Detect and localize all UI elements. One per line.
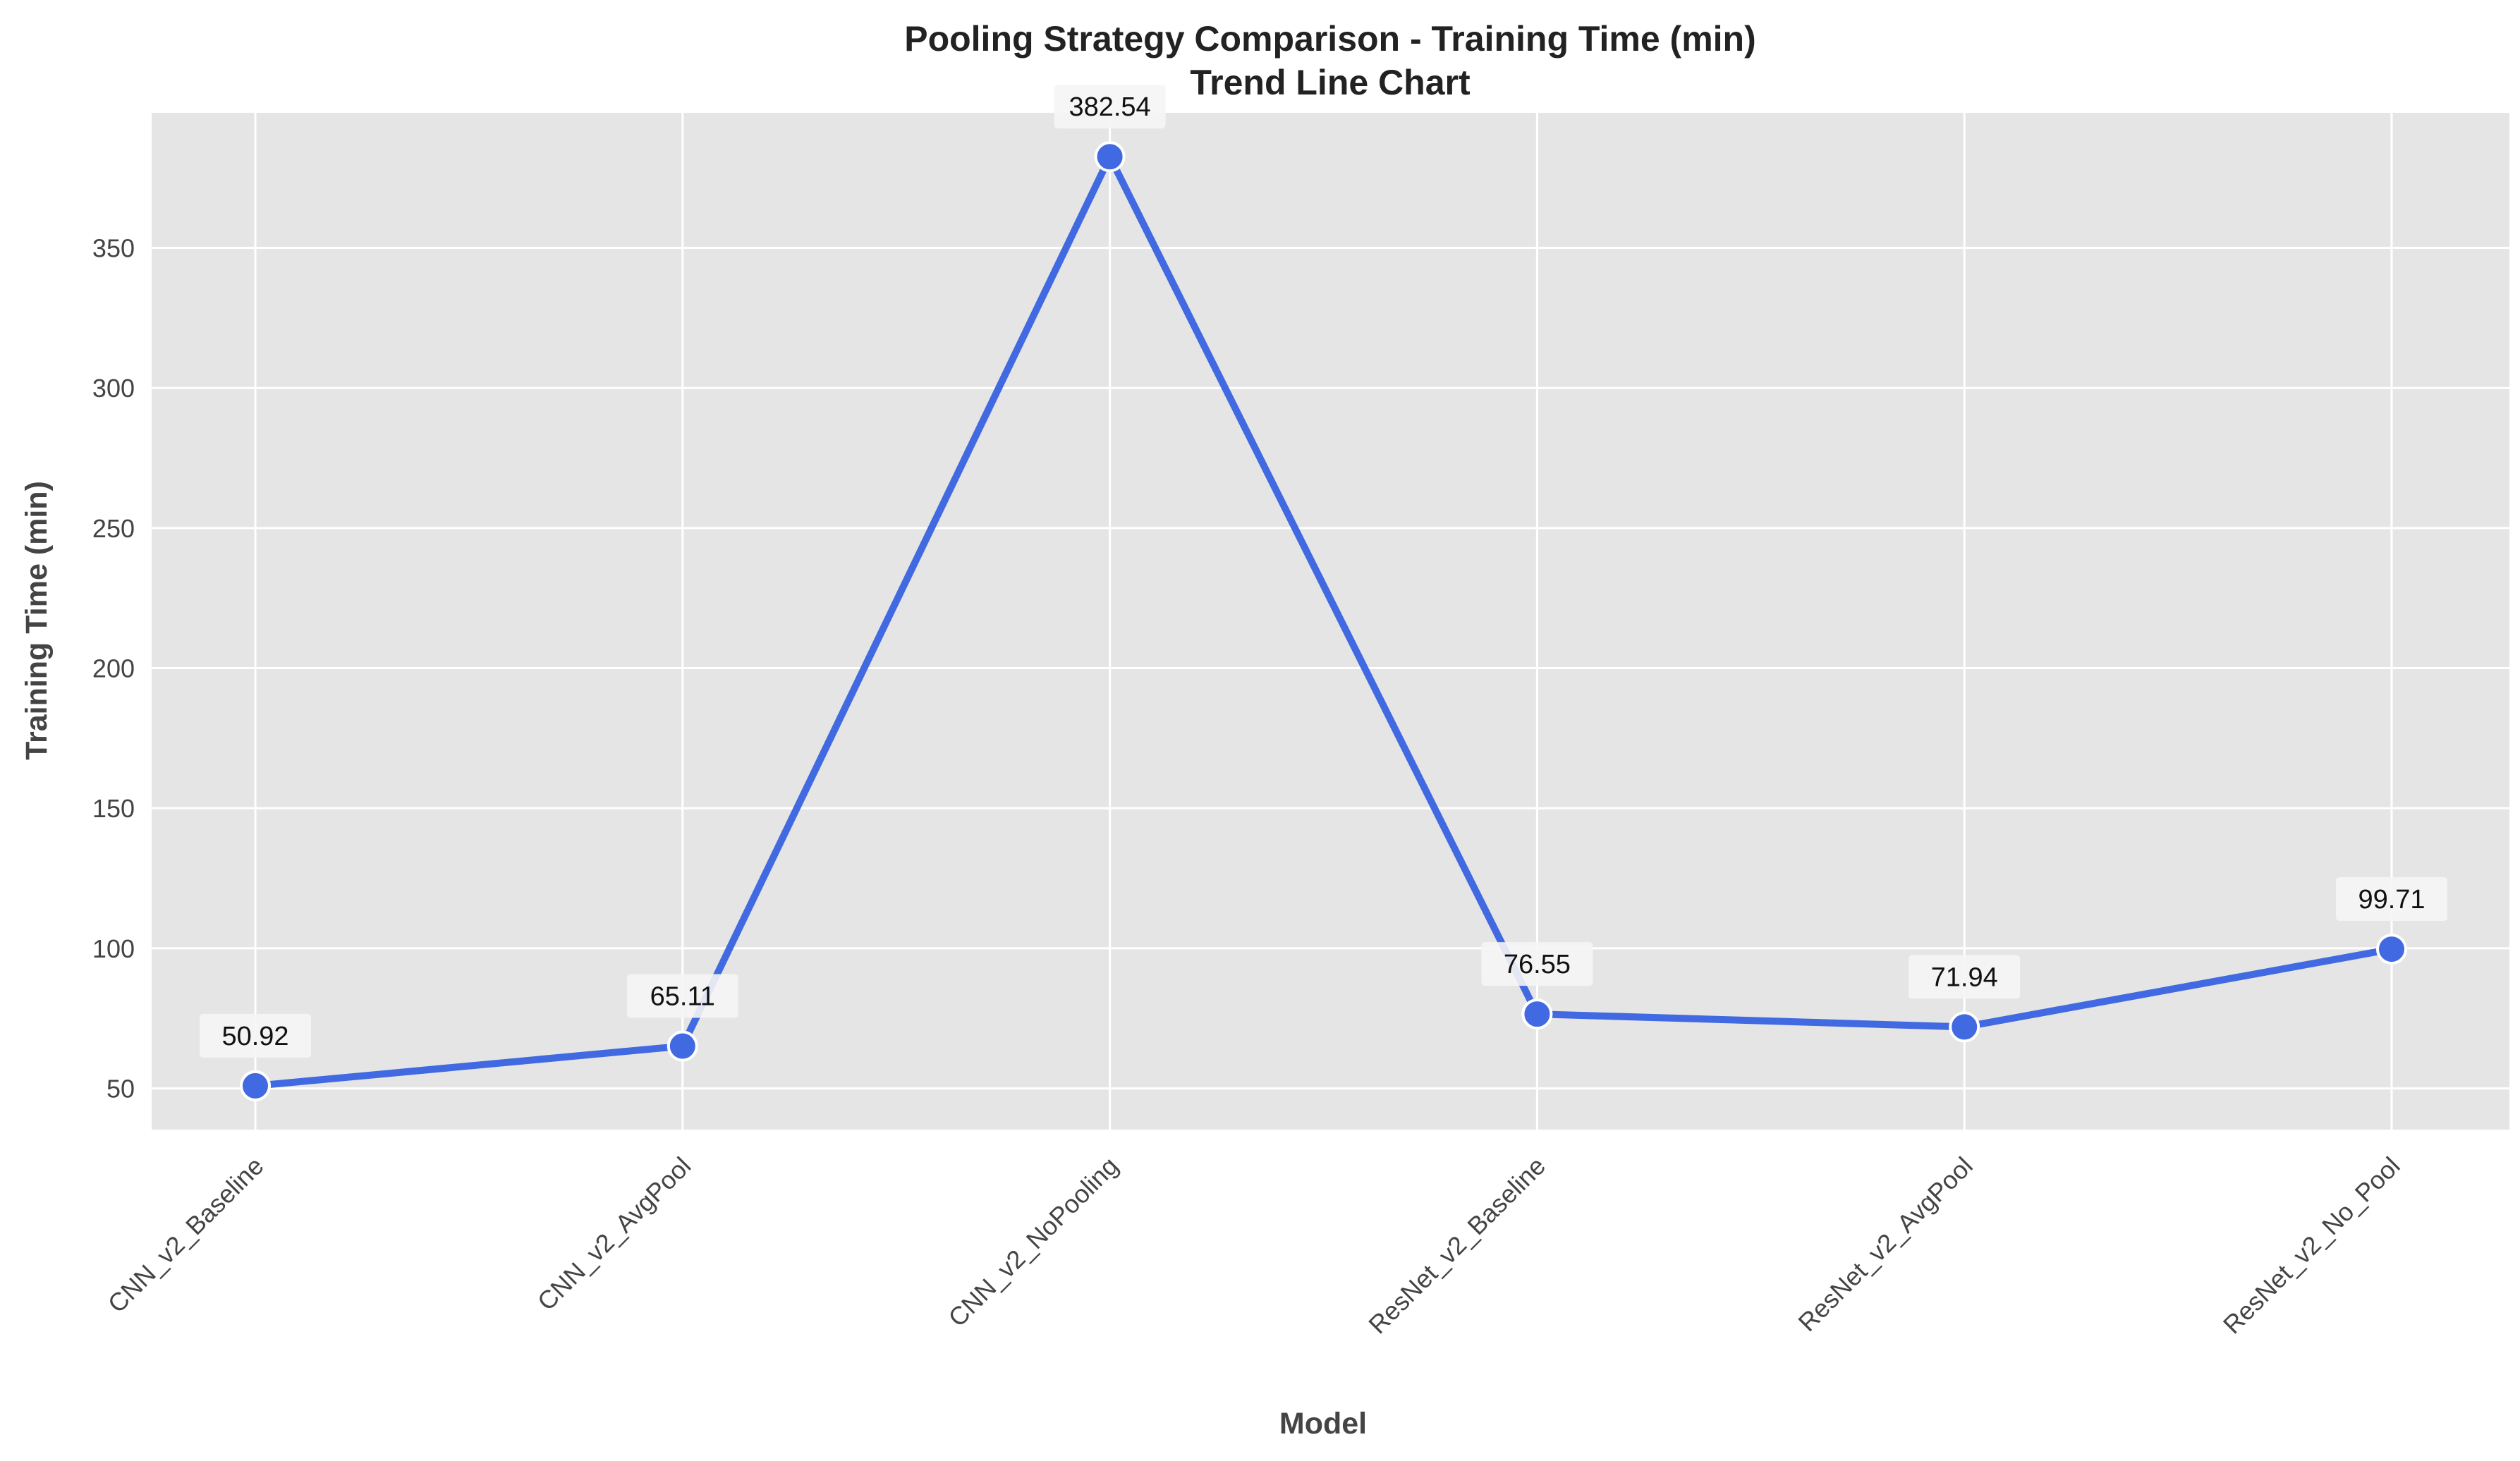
data-label: 99.71 — [2358, 885, 2425, 915]
y-tick-label: 100 — [92, 934, 135, 963]
data-label-box — [200, 1013, 311, 1058]
data-point — [2376, 934, 2407, 965]
y-axis-ticks: 50 100 150 200 250 300 350 — [92, 234, 135, 1104]
x-tick-label: CNN_v2_AvgPool — [532, 1151, 697, 1316]
data-label-box — [1054, 85, 1166, 129]
y-tick-label: 150 — [92, 794, 135, 823]
series-line — [252, 153, 2395, 1089]
x-tick-label: ResNet_v2_No_Pool — [2217, 1151, 2406, 1340]
data-label: 76.55 — [1504, 950, 1571, 979]
chart-title: Pooling Strategy Comparison - Training T… — [904, 19, 1756, 59]
data-label-box — [1481, 942, 1593, 986]
data-point — [666, 1030, 698, 1062]
data-label: 71.94 — [1931, 962, 1998, 992]
data-point — [1949, 1011, 1980, 1043]
x-tick-label: ResNet_v2_AvgPool — [1792, 1151, 1978, 1337]
data-point — [1094, 141, 1126, 173]
y-axis-label: Training Time (min) — [20, 481, 54, 760]
data-label-group: 71.94 — [1909, 955, 2021, 999]
data-label: 50.92 — [221, 1022, 288, 1051]
chart-subtitle: Trend Line Chart — [1190, 63, 1471, 102]
data-label-box — [626, 974, 738, 1018]
data-point — [240, 1070, 271, 1101]
y-tick-label: 250 — [92, 514, 135, 543]
data-label-group: 99.71 — [2336, 877, 2447, 922]
series-training-time — [240, 141, 2407, 1101]
data-point — [1521, 998, 1553, 1030]
data-labels: 50.92 65.11 382.54 76.55 71.94 99.71 — [200, 85, 2447, 1058]
data-label-box — [2336, 877, 2447, 922]
x-axis-label: Model — [1279, 1407, 1367, 1441]
data-label-group: 76.55 — [1481, 942, 1593, 986]
data-label-group: 382.54 — [1054, 85, 1166, 129]
data-label-group: 65.11 — [626, 974, 738, 1018]
data-label-group: 50.92 — [200, 1013, 311, 1058]
x-tick-label: ResNet_v2_Baseline — [1363, 1151, 1551, 1340]
plot-area — [152, 113, 2509, 1130]
x-tick-label: CNN_v2_NoPooling — [942, 1151, 1124, 1333]
data-label: 382.54 — [1069, 92, 1150, 122]
y-tick-label: 50 — [106, 1075, 135, 1104]
x-tick-label: CNN_v2_Baseline — [102, 1151, 269, 1319]
data-label-box — [1909, 955, 2021, 999]
x-axis-ticks: CNN_v2_Baseline CNN_v2_AvgPool CNN_v2_NoPo… — [102, 1151, 2406, 1340]
y-tick-label: 350 — [92, 234, 135, 263]
y-tick-label: 300 — [92, 374, 135, 403]
y-tick-label: 200 — [92, 654, 135, 683]
data-label: 65.11 — [650, 982, 715, 1012]
